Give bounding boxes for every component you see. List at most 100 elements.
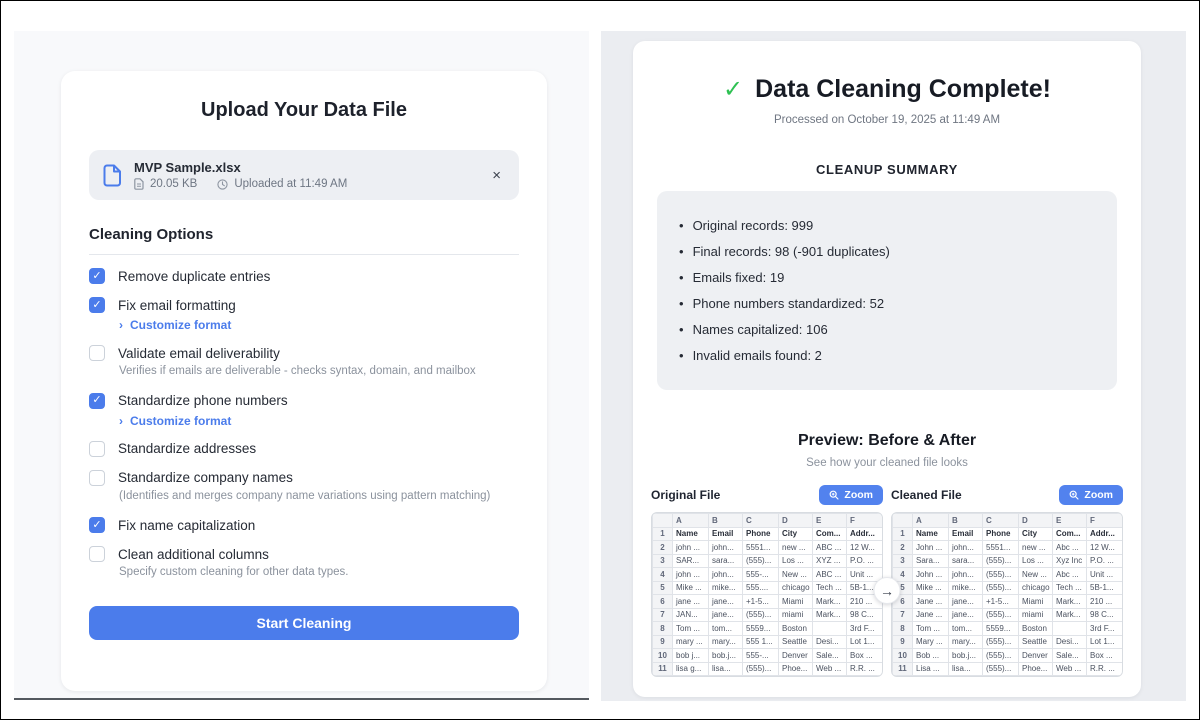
chevron-right-icon: ›	[119, 318, 123, 332]
sheet-cell: tom...	[708, 621, 743, 636]
sheet-cell: Addr...	[1086, 526, 1122, 541]
sheet-cell: +1-5...	[982, 594, 1019, 609]
sheet-cell: jane ...	[672, 594, 709, 609]
sheet-cell: mike...	[708, 580, 743, 595]
summary-item: Invalid emails found: 2	[679, 348, 1099, 363]
preview-subtitle: See how your cleaned file looks	[806, 457, 968, 469]
sheet-cell: City	[1018, 526, 1053, 541]
sheet-cell: New ...	[1018, 567, 1053, 582]
sheet-row: 2 john ... john... 5551... new ... ABC ... 12 …	[652, 540, 882, 555]
option-checkbox[interactable]	[89, 440, 105, 457]
magnifier-plus-icon	[829, 490, 840, 500]
sheet-cell: SAR...	[672, 553, 709, 568]
sheet-cell: Web ...	[1052, 661, 1087, 676]
preview-title: Preview: Before & After	[797, 432, 977, 449]
sheet-cell: sara...	[948, 553, 983, 568]
sheet-cell: 555 1...	[742, 634, 779, 649]
option-checkbox[interactable]	[89, 546, 105, 563]
cleaning-option: ✓ Remove duplicate entries	[89, 268, 519, 284]
sheet-cell: Lisa ...	[912, 661, 949, 676]
customize-format-link[interactable]: › Customize format	[119, 414, 519, 428]
sheet-cell: John ...	[912, 540, 949, 555]
sheet-cell: 555-...	[742, 648, 779, 663]
sheet-row-number: 8	[892, 621, 913, 636]
file-name: MVP Sample.xlsx	[134, 160, 241, 175]
sheet-cell: 12 W...	[1086, 540, 1122, 555]
file-meta: MVP Sample.xlsx 20.05 KB Uploaded at 11:…	[134, 160, 476, 190]
cleanup-summary-title: CLEANUP SUMMARY	[816, 162, 958, 177]
preview-tables: Original File Zoom A B C D E F 1 Name Email Phone…	[651, 485, 1123, 677]
chevron-right-icon: ›	[119, 413, 123, 428]
remove-file-button[interactable]: ×	[492, 166, 501, 184]
sheet-cell: ABC ...	[812, 540, 847, 555]
sheet-cell: Tom ...	[672, 621, 709, 636]
sheet-cell: (555)...	[982, 553, 1019, 568]
sheet-cell: Tech ...	[1052, 580, 1087, 595]
sheet-row: 10 bob j... bob.j... 555-... Denver Sale... Bo…	[652, 648, 882, 663]
zoom-cleaned-button[interactable]: Zoom	[1059, 485, 1123, 505]
option-description: Verifies if emails are deliverable - che…	[119, 365, 476, 377]
sheet-cell: Addr...	[846, 526, 882, 541]
sheet-cell: mary...	[708, 634, 743, 649]
sheet-row: 11 lisa g... lisa... (555)... Phoe... Web ...…	[652, 661, 882, 676]
sheet-cell: 5559...	[982, 621, 1019, 636]
sheet-cell: jane...	[948, 607, 983, 622]
zoom-original-button[interactable]: Zoom	[819, 485, 883, 505]
sheet-column-letter: D	[778, 513, 813, 528]
sheet-cell: 3rd F...	[846, 621, 882, 636]
sheet-row-number: 11	[892, 661, 913, 676]
option-checkbox[interactable]: ✓	[89, 297, 105, 313]
option-checkbox[interactable]: ✓	[89, 392, 105, 409]
summary-item: Original records: 999	[679, 218, 1099, 233]
sheet-row-number: 1	[652, 526, 673, 541]
sheet-cell: 5B-1...	[1086, 580, 1122, 595]
cleanup-summary-list: Original records: 999 Final records: 98 (…	[671, 218, 1107, 363]
sheet-row: 11 Lisa ... lisa... (555)... Phoe... Web ... R…	[892, 661, 1122, 676]
sheet-row-number: 8	[652, 621, 673, 636]
upload-card: Upload Your Data File MVP Sample.xlsx 20…	[61, 71, 547, 691]
customize-format-label: Customize format	[130, 413, 232, 428]
sheet-cell: Bob ...	[912, 648, 949, 663]
sheet-cell: Mary ...	[912, 634, 949, 649]
sheet-row-number: 11	[652, 661, 673, 676]
sheet-cell: Los ...	[778, 553, 813, 568]
sheet-row: 3 Sara... sara... (555)... Los ... Xyz Inc P.O…	[892, 553, 1122, 568]
sheet-row: 1 Name Email Phone City Com... Addr...	[892, 526, 1122, 541]
sheet-cell: miami	[778, 607, 813, 622]
sheet-row-number: 3	[652, 553, 673, 568]
sheet-cell: Box ...	[846, 648, 882, 663]
option-checkbox[interactable]: ✓	[89, 268, 105, 284]
sheet-cell: 98 C...	[846, 607, 882, 622]
sheet-cell: John ...	[912, 567, 949, 582]
cleaning-options-title: Cleaning Options	[89, 226, 519, 255]
sheet-cell: Seattle	[1018, 634, 1053, 649]
sheet-cell: new ...	[778, 540, 813, 555]
sheet-row-number: 3	[892, 553, 913, 568]
sheet-cell: Mark...	[1052, 607, 1087, 622]
sheet-cell: Box ...	[1086, 648, 1122, 663]
clock-icon	[217, 178, 228, 190]
customize-format-link[interactable]: › Customize format	[119, 318, 519, 332]
sheet-cell: 5551...	[742, 540, 779, 555]
start-cleaning-button[interactable]: Start Cleaning	[89, 605, 519, 640]
file-uploaded-time: Uploaded at 11:49 AM	[234, 178, 348, 190]
option-label: Fix email formatting	[118, 297, 236, 313]
sheet-cell: jane...	[708, 607, 743, 622]
sheet-cell: Los ...	[1018, 553, 1053, 568]
sheet-row: 9 Mary ... mary... (555)... Seattle Desi... Lo…	[892, 634, 1122, 649]
sheet-cell: Sale...	[812, 648, 847, 663]
sheet-row-number: 7	[652, 607, 673, 622]
sheet-cell: Name	[672, 526, 709, 541]
sheet-cell: XYZ ...	[812, 553, 847, 568]
sheet-row: 4 john ... john... 555-... New ... ABC ... Uni…	[652, 567, 882, 582]
sheet-cell: Mike ...	[672, 580, 709, 595]
option-checkbox[interactable]	[89, 469, 105, 486]
sheet-cell	[1052, 621, 1087, 636]
sheet-column-letter: E	[1052, 513, 1087, 528]
sheet-cell: lisa g...	[672, 661, 709, 676]
upload-title: Upload Your Data File	[201, 99, 407, 121]
sheet-row-number: 9	[652, 634, 673, 649]
sheet-cell: jane...	[708, 594, 743, 609]
option-checkbox[interactable]: ✓	[89, 517, 105, 534]
option-checkbox[interactable]	[89, 345, 105, 361]
